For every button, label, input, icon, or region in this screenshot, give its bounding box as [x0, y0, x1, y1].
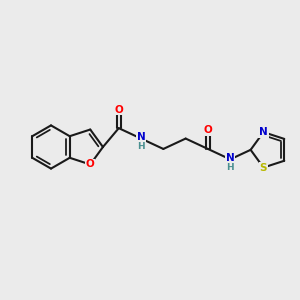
Text: N: N — [259, 127, 268, 137]
Text: H: H — [137, 142, 145, 151]
Text: H: H — [226, 163, 234, 172]
Text: O: O — [204, 125, 212, 135]
Text: N: N — [226, 152, 235, 163]
Text: O: O — [86, 160, 94, 170]
Text: O: O — [114, 105, 123, 115]
Text: N: N — [137, 132, 146, 142]
Text: S: S — [260, 163, 267, 172]
